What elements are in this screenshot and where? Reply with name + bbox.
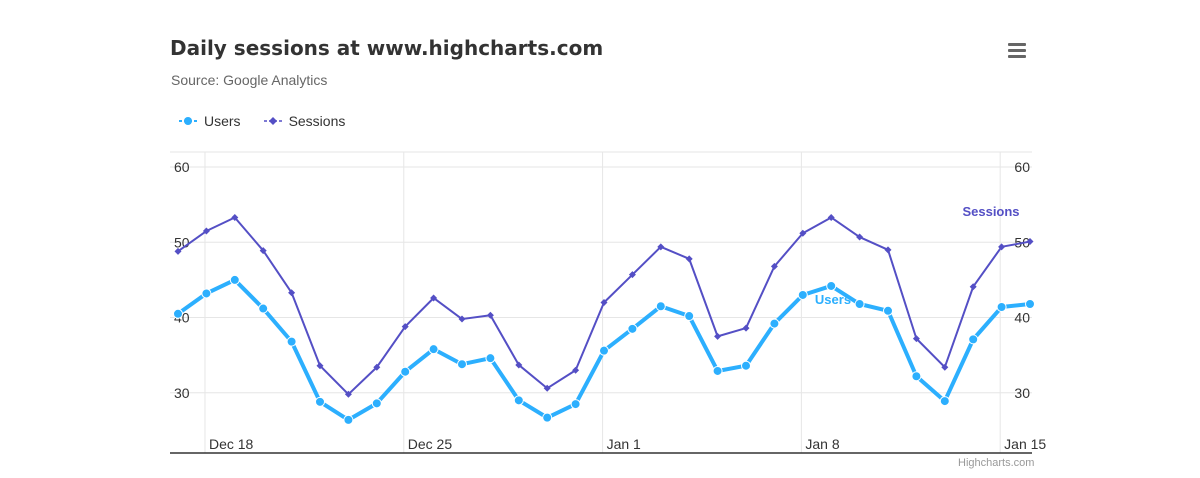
y-tick-label-right: 60 (1014, 159, 1030, 175)
x-tick-label: Dec 25 (408, 436, 453, 452)
data-point-users[interactable] (400, 366, 411, 377)
x-tick-label: Jan 1 (607, 436, 641, 452)
chart-legend: Users Sessions (178, 113, 345, 129)
data-point-sessions[interactable] (458, 315, 466, 323)
data-point-users[interactable] (655, 301, 666, 312)
series-label-sessions: Sessions (962, 204, 1019, 219)
series-label-users: Users (815, 292, 851, 307)
y-tick-label-left: 30 (174, 385, 190, 401)
data-point-users[interactable] (741, 360, 751, 371)
data-point-sessions[interactable] (288, 289, 296, 297)
y-tick-label-left: 60 (174, 159, 190, 175)
data-point-users[interactable] (258, 303, 269, 314)
x-tick-label: Dec 18 (209, 436, 254, 452)
data-point-users[interactable] (542, 412, 553, 423)
data-point-sessions[interactable] (202, 227, 210, 235)
data-point-sessions[interactable] (884, 246, 892, 254)
data-point-sessions[interactable] (628, 271, 636, 279)
data-point-users[interactable] (627, 323, 638, 334)
data-point-sessions[interactable] (685, 255, 693, 263)
data-point-users[interactable] (968, 334, 979, 345)
data-point-sessions[interactable] (259, 247, 267, 255)
data-point-users[interactable] (513, 395, 524, 406)
data-point-sessions[interactable] (344, 390, 352, 398)
context-menu-button[interactable] (1004, 40, 1030, 64)
hamburger-menu-icon (1008, 43, 1026, 46)
y-tick-label-right: 40 (1014, 310, 1030, 326)
data-point-users[interactable] (286, 336, 297, 347)
data-point-users[interactable] (173, 308, 183, 319)
data-point-users[interactable] (428, 344, 439, 355)
data-point-users[interactable] (883, 305, 893, 316)
data-point-users[interactable] (1025, 299, 1035, 310)
data-point-users[interactable] (996, 302, 1007, 313)
data-point-sessions[interactable] (714, 332, 722, 340)
data-point-users[interactable] (371, 398, 382, 409)
data-point-sessions[interactable] (969, 283, 977, 291)
legend-item-users[interactable]: Users (178, 113, 241, 129)
data-point-sessions[interactable] (401, 323, 409, 331)
data-point-sessions[interactable] (430, 294, 438, 302)
data-point-users[interactable] (684, 311, 695, 322)
data-point-sessions[interactable] (799, 229, 807, 237)
data-point-users[interactable] (939, 396, 950, 407)
data-point-sessions[interactable] (174, 247, 182, 255)
data-point-sessions[interactable] (373, 363, 381, 371)
data-point-sessions[interactable] (515, 361, 523, 369)
data-point-sessions[interactable] (543, 384, 551, 392)
data-point-users[interactable] (570, 399, 581, 410)
x-tick-label: Jan 8 (805, 436, 839, 452)
data-point-users[interactable] (712, 365, 723, 376)
data-point-users[interactable] (797, 289, 808, 300)
data-point-sessions[interactable] (572, 366, 580, 374)
data-point-users[interactable] (343, 414, 354, 425)
data-point-users[interactable] (229, 274, 240, 285)
data-point-users[interactable] (201, 288, 212, 299)
legend-label-users: Users (204, 113, 241, 129)
data-point-sessions[interactable] (1026, 238, 1034, 246)
data-point-sessions[interactable] (770, 262, 778, 270)
data-point-users[interactable] (854, 299, 865, 310)
data-point-users[interactable] (599, 345, 609, 356)
chart-title: Daily sessions at www.highcharts.com (170, 36, 604, 60)
data-point-sessions[interactable] (742, 324, 750, 332)
credits-link[interactable]: Highcharts.com (958, 457, 1035, 469)
data-point-users[interactable] (769, 318, 780, 329)
x-tick-label: Jan 15 (1004, 436, 1046, 452)
data-point-sessions[interactable] (998, 243, 1006, 251)
data-point-sessions[interactable] (827, 213, 835, 221)
data-point-sessions[interactable] (600, 299, 608, 306)
legend-label-sessions: Sessions (288, 113, 346, 129)
legend-symbol-sessions (263, 117, 282, 125)
data-point-sessions[interactable] (941, 363, 949, 371)
data-point-sessions[interactable] (231, 213, 239, 221)
y-tick-label-right: 30 (1014, 385, 1030, 401)
legend-symbol-users (179, 117, 197, 125)
data-point-sessions[interactable] (912, 335, 920, 343)
data-point-users[interactable] (485, 353, 496, 364)
data-point-users[interactable] (826, 280, 837, 291)
data-point-users[interactable] (911, 371, 922, 382)
data-point-users[interactable] (315, 396, 325, 407)
data-point-sessions[interactable] (856, 233, 864, 241)
chart-subtitle: Source: Google Analytics (171, 72, 328, 88)
data-point-users[interactable] (457, 359, 467, 370)
data-point-sessions[interactable] (486, 311, 494, 319)
data-point-sessions[interactable] (657, 243, 665, 251)
legend-item-sessions[interactable]: Sessions (263, 113, 346, 129)
data-point-sessions[interactable] (316, 362, 324, 370)
